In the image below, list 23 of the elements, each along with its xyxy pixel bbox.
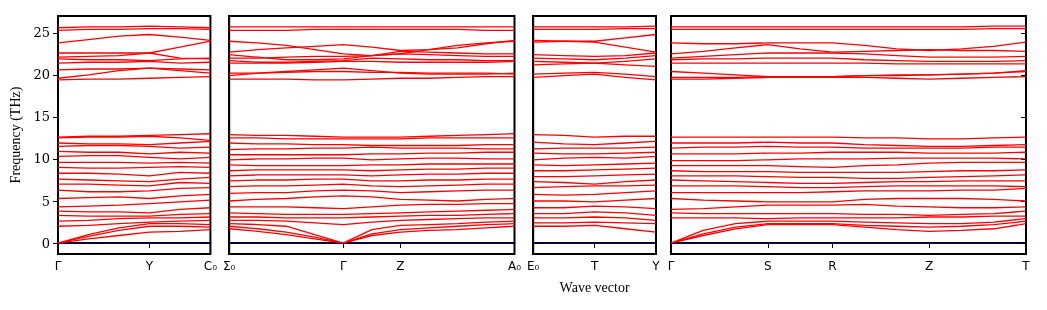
x-tick-label: Γ (339, 259, 347, 273)
y-tick-label: 5 (41, 193, 50, 209)
y-tick-label: 0 (41, 235, 50, 251)
x-axis-title: Wave vector (559, 279, 630, 295)
x-tick-label: Y (144, 259, 154, 273)
x-tick-label: R (828, 259, 837, 273)
x-tick-label: Γ (54, 259, 62, 273)
x-tick-label: T (1021, 259, 1031, 273)
y-axis-title: Frequency (THz) (8, 86, 25, 184)
x-tick-label: Y (651, 259, 661, 273)
x-tick-label: T (589, 259, 599, 273)
x-tick-label: Z (925, 259, 934, 273)
x-tick-label: Σ₀ (222, 259, 236, 273)
x-tick-label: Γ (667, 259, 675, 273)
x-tick-label: S (764, 259, 772, 273)
x-tick-label: Z (396, 259, 405, 273)
x-tick-label: C₀ (203, 259, 218, 273)
x-tick-label: E₀ (526, 259, 540, 273)
y-tick-label: 15 (33, 109, 50, 125)
y-tick-label: 25 (33, 25, 50, 41)
y-tick-label: 10 (33, 151, 50, 167)
y-tick-label: 20 (33, 67, 50, 83)
x-tick-label: A₀ (507, 259, 522, 273)
